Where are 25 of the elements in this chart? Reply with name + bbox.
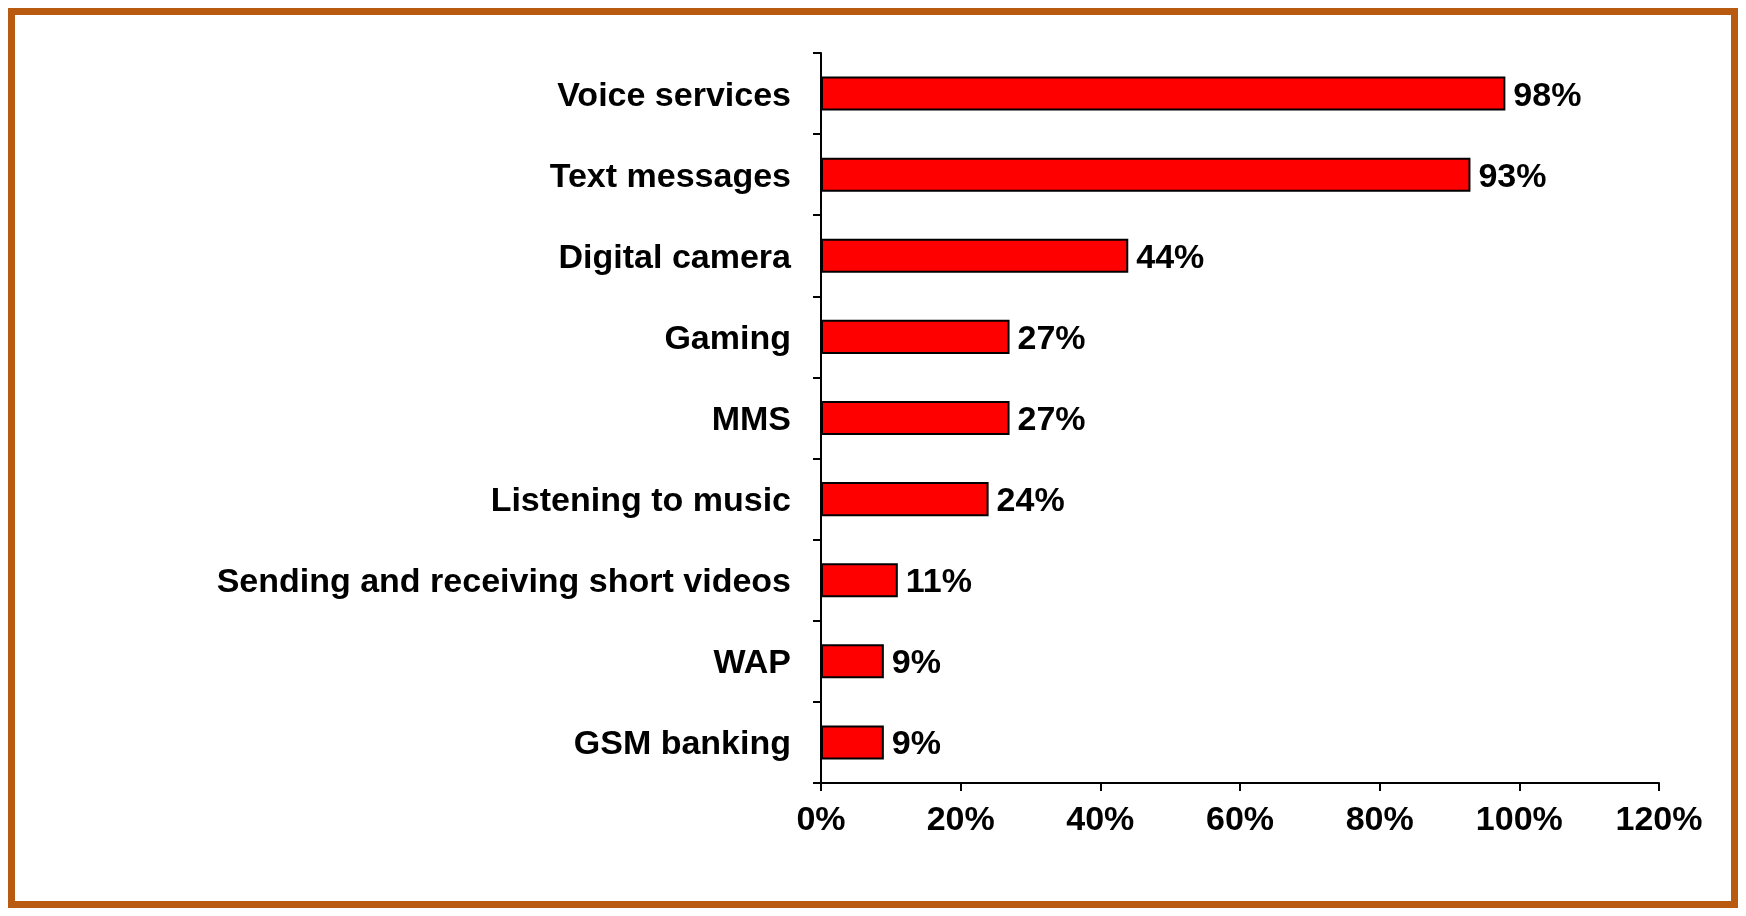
x-tick-label: 40%: [1066, 799, 1135, 837]
x-tick-label: 20%: [926, 799, 995, 837]
y-tick-label: Voice services: [557, 74, 791, 113]
y-tick-label: WAP: [713, 642, 791, 681]
y-tick-label: GSM banking: [573, 723, 791, 762]
data-label: 44%: [1136, 236, 1205, 275]
x-tick-label: 0%: [796, 799, 846, 837]
x-tick-label: 120%: [1615, 799, 1703, 837]
data-label: 9%: [891, 723, 941, 762]
data-label: 27%: [1017, 399, 1086, 437]
x-tick-label: 100%: [1475, 799, 1563, 837]
data-label: 27%: [1017, 317, 1086, 356]
x-tick-label: 60%: [1205, 799, 1275, 837]
y-tick-label: Listening to music: [490, 480, 791, 519]
y-tick-label: Digital camera: [558, 236, 793, 275]
data-label: 11%: [905, 561, 972, 600]
data-label: 9%: [891, 642, 941, 681]
data-label: 98%: [1513, 74, 1582, 113]
y-tick-label: Gaming: [664, 317, 791, 356]
y-tick-label: MMS: [711, 399, 791, 437]
x-tick-label: 80%: [1345, 799, 1414, 837]
y-tick-label: Sending and receiving short videos: [216, 561, 791, 600]
y-tick-label: Text messages: [549, 155, 791, 194]
data-label: 93%: [1478, 155, 1547, 194]
data-label: 24%: [996, 480, 1065, 519]
